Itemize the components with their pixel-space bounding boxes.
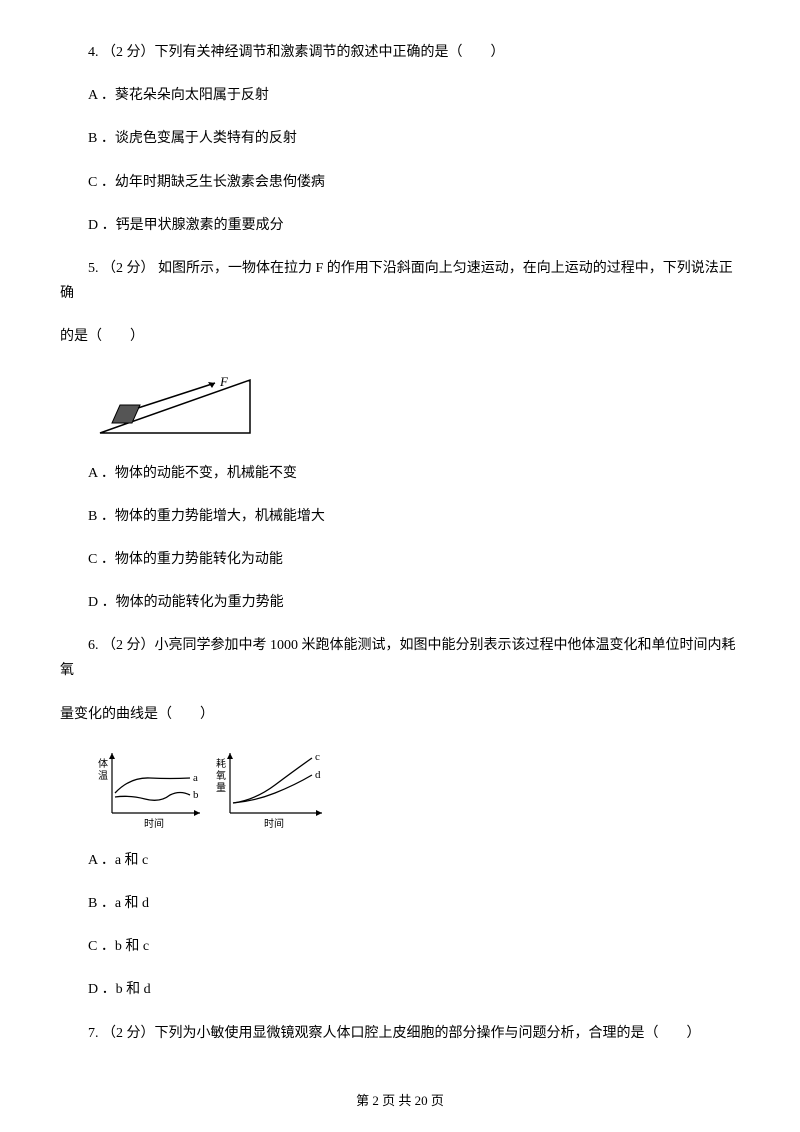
- q7-stem: 7. （2 分）下列为小敏使用显微镜观察人体口腔上皮细胞的部分操作与问题分析，合…: [60, 1021, 740, 1046]
- svg-text:体: 体: [98, 758, 108, 770]
- q6-stem-cont: 量变化的曲线是（ ）: [60, 702, 740, 727]
- svg-text:时间: 时间: [144, 817, 164, 830]
- svg-text:氧: 氧: [216, 769, 226, 782]
- incline-diagram: F: [90, 368, 260, 443]
- q5-option-c: C ．物体的重力势能转化为动能: [60, 547, 740, 572]
- svg-text:温: 温: [98, 770, 108, 782]
- q4-option-a: A ．葵花朵朵向太阳属于反射: [60, 83, 740, 108]
- q5-option-b: B ．物体的重力势能增大，机械能增大: [60, 504, 740, 529]
- svg-text:时间: 时间: [264, 817, 284, 830]
- svg-text:c: c: [315, 751, 320, 763]
- q5-option-d: D ．物体的动能转化为重力势能: [60, 590, 740, 615]
- q4-option-d: D ．钙是甲状腺激素的重要成分: [60, 213, 740, 238]
- q5-figure: F: [90, 368, 740, 443]
- q6-option-c: C ．b 和 c: [60, 934, 740, 959]
- q6-option-a: A ．a 和 c: [60, 848, 740, 873]
- svg-text:b: b: [193, 789, 199, 801]
- svg-text:d: d: [315, 769, 321, 781]
- curves-diagram: 体温时间 ab 耗氧量时间 cd: [90, 745, 340, 830]
- page-footer: 第 2 页 共 20 页: [0, 1089, 800, 1112]
- q6-option-d: D ．b 和 d: [60, 977, 740, 1002]
- q6-option-b: B ．a 和 d: [60, 891, 740, 916]
- svg-text:耗: 耗: [216, 758, 226, 770]
- q4-option-b: B ．谈虎色变属于人类特有的反射: [60, 126, 740, 151]
- q6-stem: 6. （2 分）小亮同学参加中考 1000 米跑体能测试，如图中能分别表示该过程…: [60, 633, 740, 683]
- q5-stem: 5. （2 分） 如图所示，一物体在拉力 F 的作用下沿斜面向上匀速运动，在向上…: [60, 256, 740, 306]
- q6-figure: 体温时间 ab 耗氧量时间 cd: [90, 745, 740, 830]
- q5-stem-cont: 的是（ ）: [60, 324, 740, 349]
- q4-option-c: C ．幼年时期缺乏生长激素会患佝偻病: [60, 170, 740, 195]
- svg-text:F: F: [219, 374, 229, 389]
- svg-text:a: a: [193, 772, 198, 784]
- q5-option-a: A ．物体的动能不变，机械能不变: [60, 461, 740, 486]
- svg-text:量: 量: [216, 782, 226, 794]
- q4-stem: 4. （2 分）下列有关神经调节和激素调节的叙述中正确的是（ ）: [60, 40, 740, 65]
